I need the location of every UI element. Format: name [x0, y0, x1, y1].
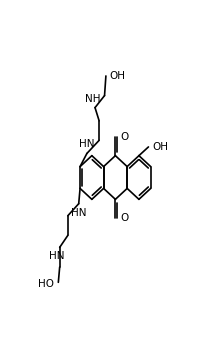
- Text: OH: OH: [110, 71, 126, 81]
- Text: HN: HN: [49, 251, 64, 261]
- Text: HN: HN: [71, 208, 86, 218]
- Text: OH: OH: [152, 142, 168, 152]
- Text: HN: HN: [79, 139, 95, 149]
- Text: O: O: [120, 213, 129, 223]
- Text: O: O: [120, 132, 129, 142]
- Text: NH: NH: [85, 94, 100, 104]
- Text: HO: HO: [38, 279, 54, 289]
